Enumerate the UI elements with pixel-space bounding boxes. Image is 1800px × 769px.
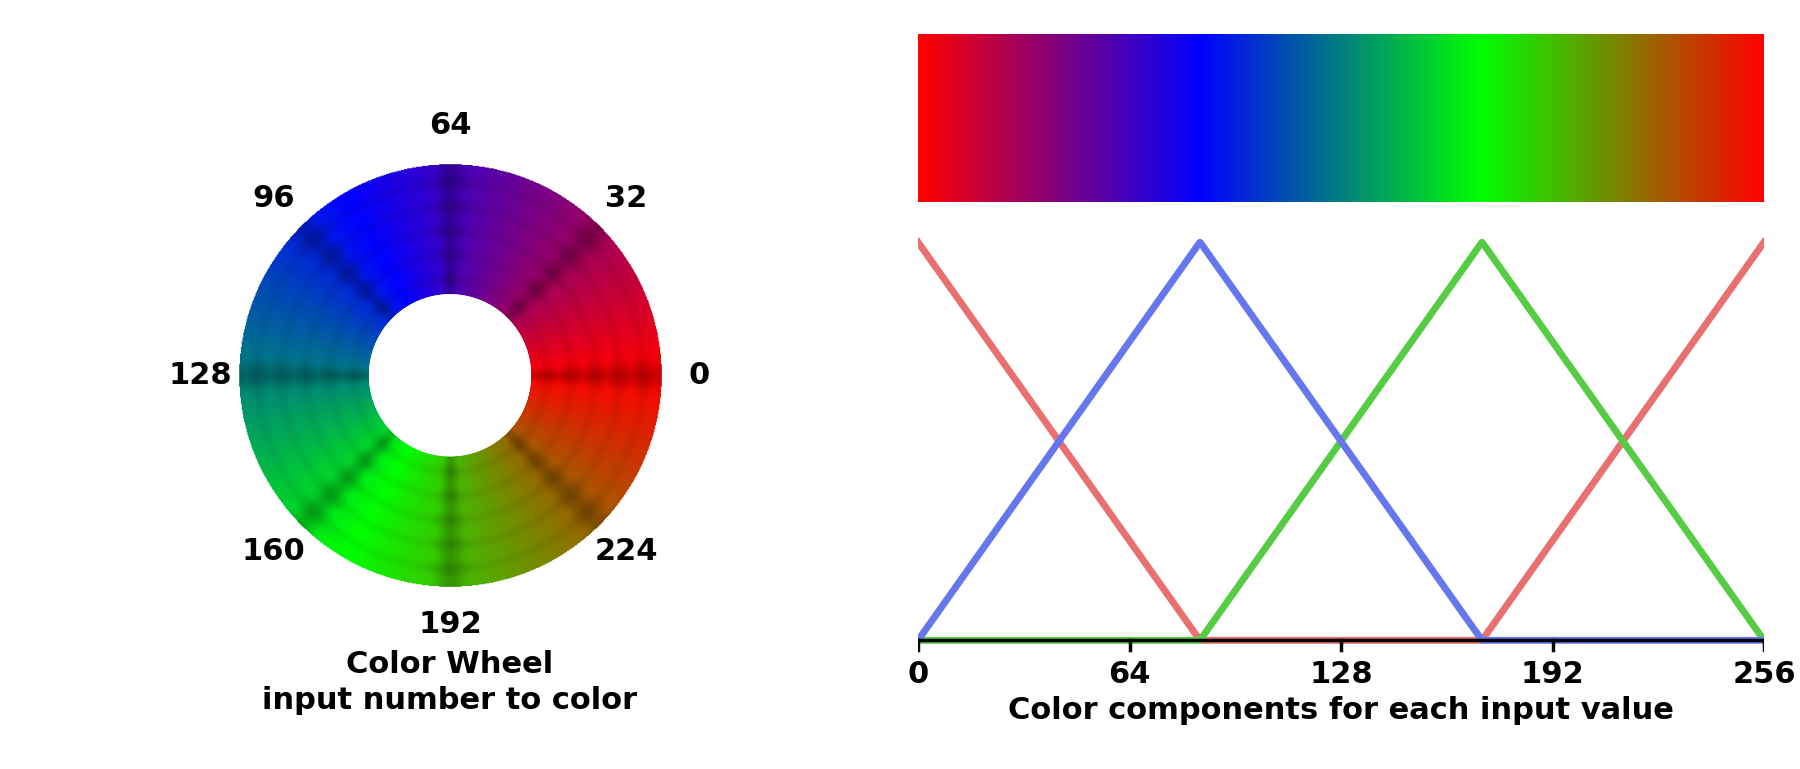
Text: 96: 96	[252, 185, 295, 213]
Text: 160: 160	[241, 538, 306, 566]
Text: Color Wheel: Color Wheel	[346, 651, 554, 679]
Text: 256: 256	[1732, 661, 1796, 689]
Text: 64: 64	[1109, 661, 1150, 689]
Polygon shape	[369, 295, 531, 455]
Text: 192: 192	[1521, 661, 1584, 689]
Text: 224: 224	[594, 538, 659, 566]
Text: 32: 32	[605, 185, 648, 213]
Text: Color components for each input value: Color components for each input value	[1008, 696, 1674, 725]
Text: 0: 0	[907, 661, 929, 689]
Text: 0: 0	[689, 361, 711, 390]
Text: 192: 192	[418, 611, 482, 639]
Text: 64: 64	[428, 112, 472, 140]
Text: 128: 128	[169, 361, 232, 390]
Text: input number to color: input number to color	[263, 686, 637, 715]
Text: 128: 128	[1309, 661, 1373, 689]
Polygon shape	[369, 295, 531, 455]
